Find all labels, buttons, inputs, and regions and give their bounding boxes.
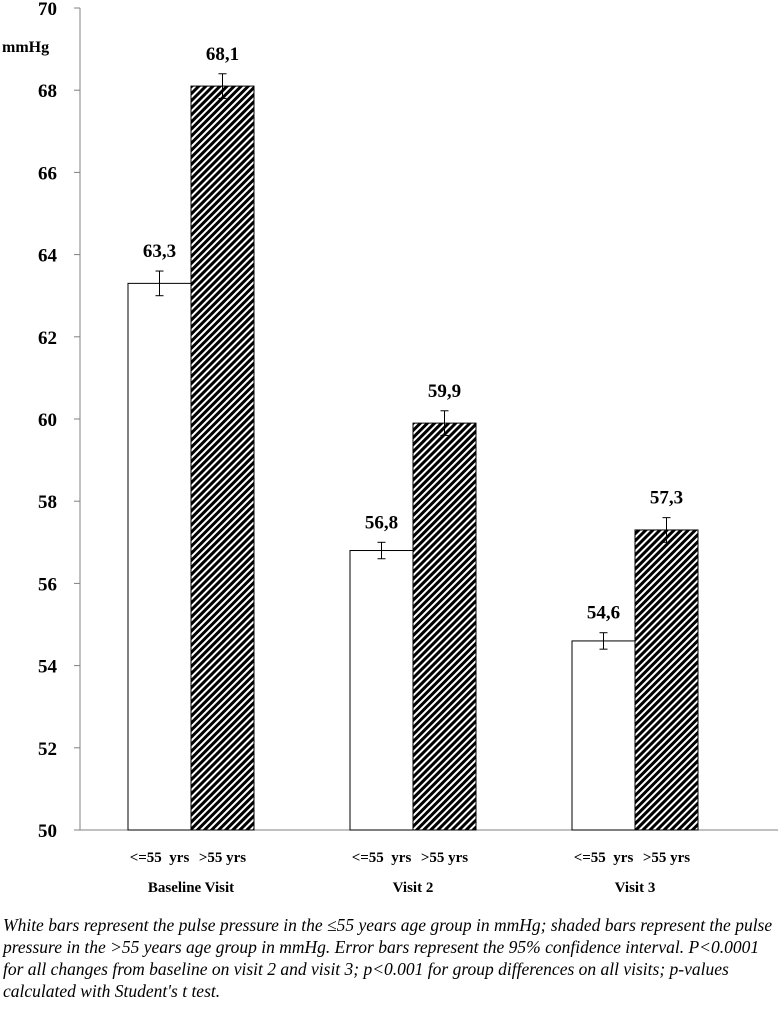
value-label: 56,8 [365, 512, 398, 533]
bar-gt55-2 [634, 529, 699, 831]
value-label: 57,3 [650, 488, 683, 509]
bar-le55-2 [571, 640, 636, 831]
age-group-label: >55 yrs [421, 850, 468, 866]
y-tick-label: 68 [38, 81, 57, 102]
age-group-label: <=55 yrs [352, 850, 412, 866]
age-group-label: <=55 yrs [130, 850, 190, 866]
age-group-label: <=55 yrs [574, 850, 634, 866]
bar-gt55-0 [190, 85, 255, 831]
y-tick-label: 50 [38, 821, 57, 842]
bar-gt55-1 [412, 422, 477, 831]
bar-chart: mmHg 50 52 54 56 58 60 62 64 66 68 70 63,3 <=55 yrs… [2, 0, 778, 896]
y-tick-label: 62 [38, 328, 57, 349]
y-tick-label: 60 [38, 410, 57, 431]
y-axis-unit-label: mmHg [2, 39, 49, 56]
y-tick-label: 70 [38, 0, 57, 20]
age-group-label: >55 yrs [643, 850, 690, 866]
bar-le55-0 [127, 282, 192, 831]
y-tick-label: 64 [38, 246, 58, 267]
figure-caption: White bars represent the pulse pressure … [3, 915, 773, 1001]
bars [127, 73, 699, 831]
value-label: 59,9 [428, 381, 461, 402]
y-tick-label: 52 [38, 739, 57, 760]
value-label: 68,1 [206, 44, 239, 65]
y-tick-label: 66 [38, 163, 57, 184]
y-tick-label: 54 [38, 657, 58, 678]
y-tick-label: 58 [38, 492, 57, 513]
visit-label: Visit 3 [615, 880, 656, 896]
value-label: 54,6 [587, 603, 620, 624]
y-axis: 50 52 54 56 58 60 62 64 66 68 70 [38, 0, 778, 842]
age-group-label: >55 yrs [199, 850, 246, 866]
visit-label: Visit 2 [393, 880, 434, 896]
y-tick-label: 56 [38, 574, 57, 595]
visit-label: Baseline Visit [148, 880, 234, 896]
bar-le55-1 [349, 550, 414, 831]
labels: 63,3 <=55 yrs 68,1 >55 yrs Baseline Visit 56,… [130, 44, 691, 896]
value-label: 63,3 [143, 241, 176, 262]
